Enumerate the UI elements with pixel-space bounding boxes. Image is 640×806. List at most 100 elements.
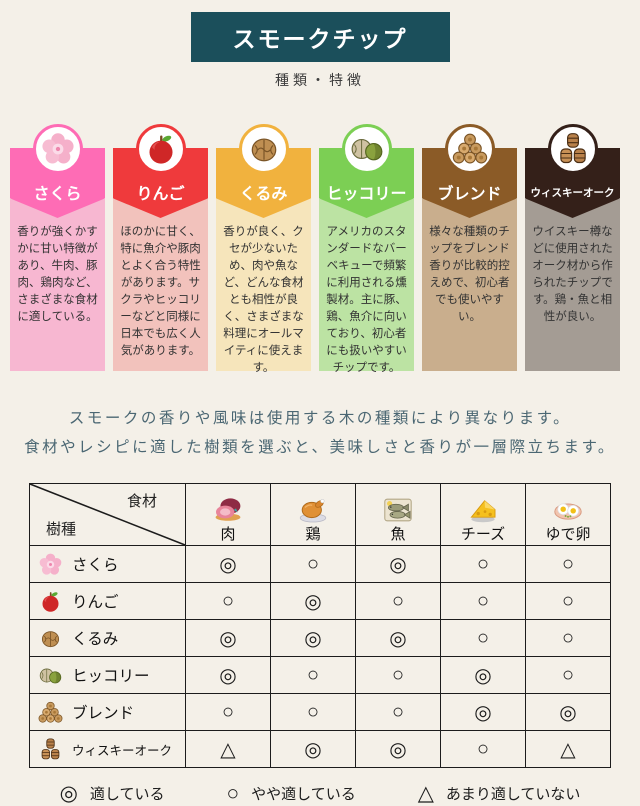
rating-cell: ◎ bbox=[270, 730, 356, 769]
row-label: りんご bbox=[72, 594, 119, 612]
card-description-blend: 様々な種類のチップをブレンド香りが比較的控えめで、初心者でも使いやすい。 bbox=[422, 199, 517, 371]
table-row-hickory: ヒッコリー ◎ ○ ○ ◎ ○ bbox=[29, 656, 611, 695]
corner-label-wood: 樹種 bbox=[46, 521, 77, 539]
card-sakura: さくら 香りが強くかすかに甘い特徴があり、牛肉、豚肉、鶏肉など、さまざまな食材に… bbox=[10, 124, 105, 371]
row-header-whiskey-oak: ウィスキーオーク bbox=[29, 730, 186, 769]
card-description-hickory: アメリカのスタンダードなバーベキューで頻繁に利用される燻製材。主に豚、鶏、魚介に… bbox=[319, 199, 414, 374]
intro-line-2: 食材やレシピに適した樹類を選ぶと、美味しさと香りが一層際立ちます。 bbox=[24, 438, 616, 456]
cheese-icon bbox=[470, 500, 496, 523]
rating-cell: ○ bbox=[525, 619, 611, 658]
card-description-whiskey-oak: ウイスキー樽などに使用されたオーク材から作られたチップです。鶏・魚と相性が良い。 bbox=[525, 199, 620, 371]
rating-cell: ○ bbox=[355, 656, 441, 695]
table-row-kurumi: くるみ ◎ ◎ ◎ ○ ○ bbox=[29, 619, 611, 658]
rating-cell: ○ bbox=[270, 656, 356, 695]
rating-legend: ◎ 適している ○ やや適している △ あまり適していない bbox=[0, 781, 640, 806]
circle-symbol: ○ bbox=[226, 781, 240, 805]
legend-label: 適している bbox=[89, 786, 165, 804]
apple-icon bbox=[42, 591, 59, 612]
compatibility-table: 食材 樹種 肉 鶏 魚 チーズ bbox=[29, 483, 611, 769]
column-header-boiled-egg: ゆで卵 bbox=[525, 483, 611, 547]
page-title: スモークチップ bbox=[190, 12, 450, 62]
column-label: チーズ bbox=[460, 525, 506, 543]
rating-cell: ◎ bbox=[270, 582, 356, 621]
rating-cell: ◎ bbox=[270, 619, 356, 658]
card-whiskey-oak: ウィスキーオーク ウイスキー樽などに使用されたオーク材から作られたチップです。鶏… bbox=[525, 124, 620, 371]
chicken-icon bbox=[299, 498, 327, 523]
diagonal-divider bbox=[30, 484, 185, 546]
card-hickory: ヒッコリー アメリカのスタンダードなバーベキューで頻繁に利用される燻製材。主に豚… bbox=[319, 124, 414, 374]
sakura-blossom-icon bbox=[39, 553, 62, 575]
intro-text: スモークの香りや風味は使用する木の種類により異なります。 食材やレシピに適した樹… bbox=[0, 405, 640, 462]
table-header-row: 食材 樹種 肉 鶏 魚 チーズ bbox=[29, 483, 611, 547]
row-header-ringo: りんご bbox=[29, 582, 186, 621]
table-corner-cell: 食材 樹種 bbox=[29, 483, 186, 547]
row-header-hickory: ヒッコリー bbox=[29, 656, 186, 695]
apple-icon bbox=[135, 124, 186, 174]
rating-cell: ○ bbox=[440, 545, 526, 584]
rating-cell: ○ bbox=[355, 693, 441, 732]
rating-cell: ○ bbox=[270, 545, 356, 584]
rating-cell: ◎ bbox=[440, 693, 526, 732]
walnut-icon bbox=[238, 124, 289, 174]
page-subtitle: 種類・特徴 bbox=[275, 72, 365, 88]
hickory-nut-icon bbox=[341, 124, 392, 174]
boiled-egg-icon bbox=[554, 503, 582, 520]
page-header: スモークチップ 種類・特徴 bbox=[0, 0, 640, 90]
row-label: さくら bbox=[72, 557, 119, 575]
card-blend: ブレンド 様々な種類のチップをブレンド香りが比較的控えめで、初心者でも使いやすい… bbox=[422, 124, 517, 371]
rating-cell: ○ bbox=[270, 693, 356, 732]
column-header-chicken: 鶏 bbox=[270, 483, 356, 547]
walnut-icon bbox=[41, 631, 60, 647]
rating-cell: ○ bbox=[355, 582, 441, 621]
rating-cell: ○ bbox=[440, 582, 526, 621]
whiskey-barrels-icon bbox=[547, 124, 598, 174]
rating-cell: ○ bbox=[185, 693, 271, 732]
rating-cell: ○ bbox=[525, 656, 611, 695]
corner-label-food: 食材 bbox=[126, 493, 157, 511]
rating-cell: ◎ bbox=[185, 656, 271, 695]
row-header-blend: ブレンド bbox=[29, 693, 186, 732]
column-header-fish: 魚 bbox=[355, 483, 441, 547]
rating-cell: ○ bbox=[185, 582, 271, 621]
column-label: 鶏 bbox=[305, 525, 321, 543]
card-kurumi: くるみ 香りが良く、クセが少ないため、肉や魚など、どんな食材とも相性が良く、さま… bbox=[216, 124, 311, 374]
row-header-sakura: さくら bbox=[29, 545, 186, 584]
chip-type-cards: さくら 香りが強くかすかに甘い特徴があり、牛肉、豚肉、鶏肉など、さまざまな食材に… bbox=[0, 124, 640, 374]
rating-cell: ○ bbox=[525, 582, 611, 621]
row-header-kurumi: くるみ bbox=[29, 619, 186, 658]
legend-item-somewhat-suitable: ○ やや適している bbox=[226, 782, 355, 806]
rating-cell: ○ bbox=[440, 619, 526, 658]
legend-label: やや適している bbox=[251, 786, 356, 804]
whiskey-barrels-icon bbox=[41, 738, 60, 760]
rating-cell: ○ bbox=[440, 730, 526, 769]
rating-cell: ◎ bbox=[185, 619, 271, 658]
legend-item-suitable: ◎ 適している bbox=[60, 781, 165, 806]
column-header-meat: 肉 bbox=[185, 483, 271, 547]
fish-icon bbox=[384, 498, 412, 522]
table-row-ringo: りんご ○ ◎ ○ ○ ○ bbox=[29, 582, 611, 621]
card-description-sakura: 香りが強くかすかに甘い特徴があり、牛肉、豚肉、鶏肉など、さまざまな食材に適してい… bbox=[10, 199, 105, 371]
column-label: ゆで卵 bbox=[545, 525, 591, 543]
rating-cell: ◎ bbox=[355, 730, 441, 769]
table-row-whiskey-oak: ウィスキーオーク △ ◎ ◎ ○ △ bbox=[29, 730, 611, 769]
wood-logs-icon bbox=[38, 701, 63, 723]
rating-cell: ◎ bbox=[355, 619, 441, 658]
card-description-ringo: ほのかに甘く、特に魚介や豚肉とよく合う特性があります。サクラやヒッコリーなどと同… bbox=[113, 199, 208, 371]
rating-cell: △ bbox=[185, 730, 271, 769]
table-row-blend: ブレンド ○ ○ ○ ◎ ◎ bbox=[29, 693, 611, 732]
wood-logs-icon bbox=[444, 124, 495, 174]
rating-cell: ◎ bbox=[355, 545, 441, 584]
column-label: 魚 bbox=[390, 525, 406, 543]
double-circle-symbol: ◎ bbox=[59, 782, 78, 806]
row-label: ブレンド bbox=[72, 705, 135, 723]
rating-cell: ◎ bbox=[185, 545, 271, 584]
column-label: 肉 bbox=[220, 525, 236, 543]
table-row-sakura: さくら ◎ ○ ◎ ○ ○ bbox=[29, 545, 611, 584]
card-description-kurumi: 香りが良く、クセが少ないため、肉や魚など、どんな食材とも相性が良く、さまざまな料… bbox=[216, 199, 311, 374]
intro-line-1: スモークの香りや風味は使用する木の種類により異なります。 bbox=[68, 410, 572, 427]
rating-cell: △ bbox=[525, 730, 611, 769]
legend-item-not-very-suitable: △ あまり適していない bbox=[418, 781, 581, 806]
meat-icon bbox=[215, 498, 241, 521]
row-label: ウィスキーオーク bbox=[72, 743, 173, 758]
rating-cell: ○ bbox=[525, 545, 611, 584]
